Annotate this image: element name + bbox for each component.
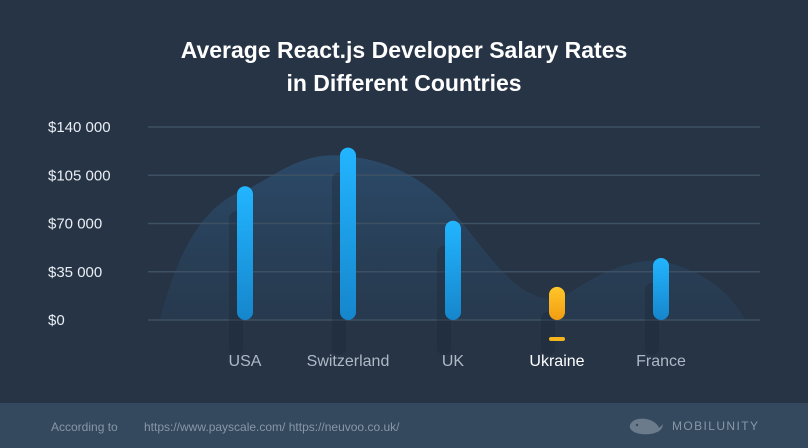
bar-usa	[237, 186, 253, 320]
chart-title: Average React.js Developer Salary Rates …	[0, 34, 808, 100]
x-tick-label: Switzerland	[307, 353, 390, 370]
footer-sources[interactable]: https://www.payscale.com/ https://neuvoo…	[144, 420, 400, 434]
x-tick-label: UK	[442, 353, 465, 370]
y-tick-label: $105 000	[48, 167, 111, 184]
bar-france	[653, 257, 669, 320]
bar-ukraine	[549, 286, 565, 320]
x-tick-label: France	[636, 353, 686, 370]
highlight-marker	[549, 337, 565, 341]
y-axis-ticks: $0 $35 000 $70 000 $105 000 $140 000	[48, 119, 111, 329]
bars	[229, 147, 669, 355]
footer-label: According to	[51, 420, 118, 434]
brand-name: MOBILUNITY	[672, 419, 760, 433]
bar-shadow	[541, 311, 555, 355]
y-tick-label: $140 000	[48, 119, 111, 136]
footer: According to https://www.payscale.com/ h…	[0, 403, 808, 448]
y-tick-label: $35 000	[48, 264, 102, 281]
whale-icon	[629, 418, 663, 435]
bar-chart: $0 $35 000 $70 000 $105 000 $140 000 USA Swit…	[48, 119, 760, 370]
x-axis-ticks: USA Switzerland UK Ukraine France	[229, 353, 686, 370]
bar-uk	[445, 220, 461, 320]
brand-logo: MOBILUNITY	[628, 416, 759, 436]
bar-switzerland	[340, 147, 356, 320]
chart-title-line-2: in Different Countries	[286, 70, 522, 96]
x-tick-label: Ukraine	[529, 353, 584, 370]
x-tick-label: USA	[229, 353, 262, 370]
chart-title-line-1: Average React.js Developer Salary Rates	[180, 37, 628, 63]
y-tick-label: $0	[48, 312, 65, 329]
y-tick-label: $70 000	[48, 216, 102, 233]
